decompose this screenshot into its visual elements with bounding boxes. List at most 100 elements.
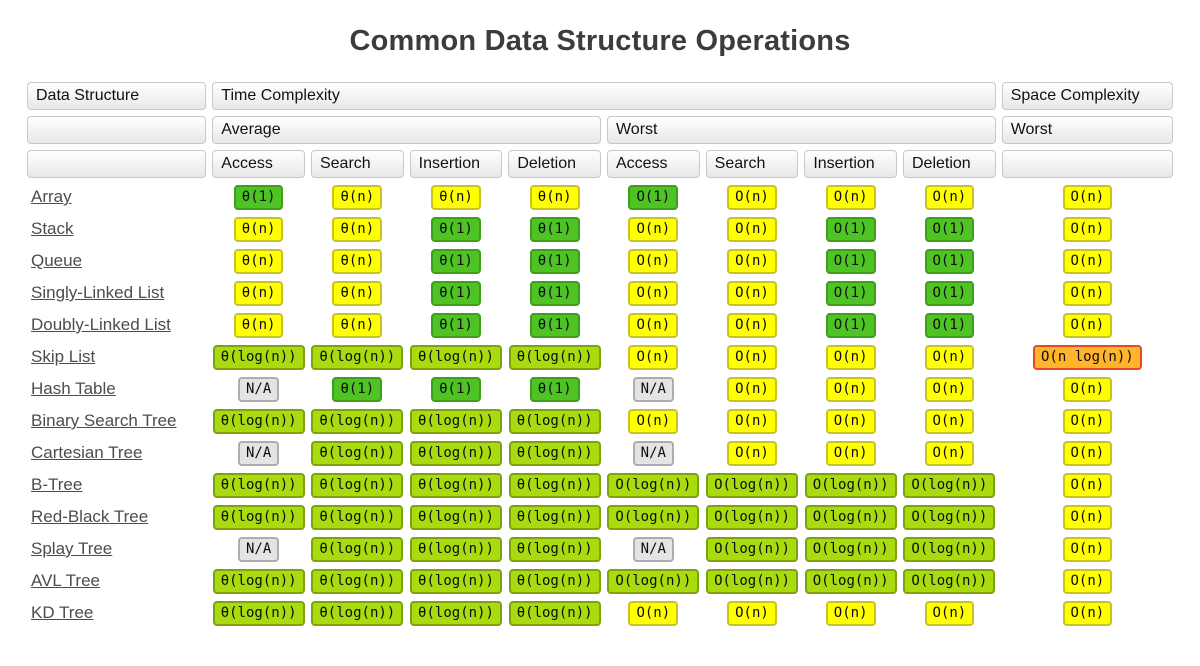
complexity-badge-yellowgreen: θ(log(n)) xyxy=(508,344,601,370)
row-label-link[interactable]: KD Tree xyxy=(31,603,94,622)
complexity-badge-yellow: O(n) xyxy=(1062,568,1113,594)
complexity-badge-yellow: θ(n) xyxy=(431,184,481,210)
complexity-badge-yellowgreen: O(log(n)) xyxy=(804,568,897,594)
complexity-cell: θ(n) xyxy=(212,216,305,242)
complexity-cell: O(1) xyxy=(903,280,996,306)
row-label-link[interactable]: Cartesian Tree xyxy=(31,443,143,462)
complexity-cell: O(1) xyxy=(903,312,996,338)
row-label-cell: Queue xyxy=(27,248,206,274)
complexity-cell: θ(n) xyxy=(508,184,601,210)
complexity-cell: O(log(n)) xyxy=(607,472,700,498)
complexity-cell: θ(log(n)) xyxy=(410,504,503,530)
row-label-cell: Array xyxy=(27,184,206,210)
header-row-case: Average Worst Worst xyxy=(27,116,1173,144)
row-label-link[interactable]: Stack xyxy=(31,219,74,238)
col-header-space-worst: Worst xyxy=(1001,116,1173,144)
complexity-cell: O(n) xyxy=(706,312,799,338)
complexity-badge-gray: N/A xyxy=(632,376,674,402)
complexity-cell: θ(log(n)) xyxy=(410,440,503,466)
complexity-badge-yellowgreen: O(log(n)) xyxy=(607,568,700,594)
complexity-badge-yellowgreen: θ(log(n)) xyxy=(311,536,404,562)
complexity-cell: O(log(n)) xyxy=(903,504,996,530)
complexity-badge-yellow: O(n) xyxy=(628,248,679,274)
complexity-badge-yellow: θ(n) xyxy=(233,312,284,338)
complexity-badge-yellow: θ(n) xyxy=(233,248,284,274)
row-label-link[interactable]: Hash Table xyxy=(31,379,116,398)
complexity-badge-yellow: θ(n) xyxy=(332,312,383,338)
complexity-badge-green: θ(1) xyxy=(529,376,580,402)
complexity-cell: O(n) xyxy=(706,440,799,466)
complexity-cell: θ(1) xyxy=(508,280,601,306)
complexity-cell: θ(log(n)) xyxy=(212,568,305,594)
complexity-badge-yellowgreen: θ(log(n)) xyxy=(410,536,502,562)
complexity-badge-yellowgreen: θ(log(n)) xyxy=(212,472,305,498)
complexity-cell: θ(log(n)) xyxy=(508,472,601,498)
complexity-badge-yellow: O(n) xyxy=(924,440,975,466)
complexity-cell: θ(n) xyxy=(212,248,305,274)
complexity-cell: O(n) xyxy=(1002,280,1173,306)
complexity-badge-yellow: O(n) xyxy=(727,440,777,466)
complexity-badge-yellow: θ(n) xyxy=(332,280,383,306)
row-label-cell: KD Tree xyxy=(27,600,206,626)
complexity-cell: O(log(n)) xyxy=(903,568,996,594)
row-label-link[interactable]: Doubly-Linked List xyxy=(31,315,171,334)
complexity-badge-yellowgreen: θ(log(n)) xyxy=(410,504,502,530)
complexity-badge-yellow: O(n) xyxy=(628,312,679,338)
row-label-link[interactable]: Array xyxy=(31,187,72,206)
complexity-cell: O(n) xyxy=(1002,440,1173,466)
complexity-cell: θ(1) xyxy=(410,312,503,338)
complexity-badge-yellow: O(n) xyxy=(727,280,777,306)
complexity-cell: θ(log(n)) xyxy=(508,344,601,370)
complexity-cell: O(n) xyxy=(903,408,996,434)
complexity-badge-yellowgreen: O(log(n)) xyxy=(804,472,897,498)
complexity-cell: O(n) xyxy=(903,440,996,466)
complexity-badge-yellow: O(n) xyxy=(825,600,876,626)
complexity-badge-yellow: O(n) xyxy=(727,248,777,274)
complexity-badge-green: O(1) xyxy=(825,216,876,242)
row-label-link[interactable]: Binary Search Tree xyxy=(31,411,177,430)
complexity-cell: O(n) xyxy=(804,408,897,434)
complexity-badge-yellow: O(n) xyxy=(628,344,679,370)
complexity-badge-green: θ(1) xyxy=(529,248,580,274)
col-header-avg-search: Search xyxy=(310,150,404,178)
complexity-cell: O(log(n)) xyxy=(804,568,897,594)
complexity-cell: N/A xyxy=(212,440,305,466)
complexity-cell: N/A xyxy=(212,536,305,562)
row-label-link[interactable]: Singly-Linked List xyxy=(31,283,165,302)
complexity-cell: O(n) xyxy=(607,312,700,338)
complexity-badge-yellowgreen: O(log(n)) xyxy=(903,504,996,530)
complexity-badge-green: O(1) xyxy=(825,248,876,274)
row-label-cell: Stack xyxy=(27,216,206,242)
row-label-link[interactable]: AVL Tree xyxy=(31,571,100,590)
table-row: Cartesian Tree N/A θ(log(n)) θ(log(n)) θ(log… xyxy=(27,440,1173,466)
complexity-cell: O(n) xyxy=(804,184,897,210)
complexity-badge-yellow: O(n) xyxy=(1062,440,1113,466)
complexity-badge-green: O(1) xyxy=(924,248,975,274)
complexity-badge-yellow: O(n) xyxy=(1062,216,1113,242)
row-label-link[interactable]: Red-Black Tree xyxy=(31,507,149,526)
row-label-link[interactable]: Skip List xyxy=(31,347,96,366)
row-label-cell: Red-Black Tree xyxy=(27,504,206,530)
complexity-badge-yellowgreen: θ(log(n)) xyxy=(508,472,601,498)
complexity-badge-yellowgreen: θ(log(n)) xyxy=(410,344,502,370)
complexity-badge-yellow: O(n) xyxy=(1062,472,1113,498)
complexity-badge-yellowgreen: O(log(n)) xyxy=(903,472,996,498)
header-empty-cell xyxy=(27,116,207,144)
row-label-link[interactable]: Splay Tree xyxy=(31,539,113,558)
complexity-cell: θ(log(n)) xyxy=(311,600,404,626)
row-label-link[interactable]: Queue xyxy=(31,251,83,270)
complexity-badge-yellow: O(n) xyxy=(825,344,876,370)
complexity-cell: θ(log(n)) xyxy=(508,568,601,594)
table-row: Singly-Linked List θ(n) θ(n) θ(1) θ(1) O(n) O(… xyxy=(27,280,1173,306)
col-header-space-complexity: Space Complexity xyxy=(1001,82,1173,110)
complexity-badge-green: θ(1) xyxy=(431,248,481,274)
row-label-link[interactable]: B-Tree xyxy=(31,475,83,494)
complexity-cell: O(n) xyxy=(706,344,799,370)
complexity-badge-yellow: O(n) xyxy=(1062,600,1113,626)
complexity-cell: O(n) xyxy=(607,216,700,242)
complexity-badge-green: θ(1) xyxy=(431,376,481,402)
complexity-cell: O(n) xyxy=(804,344,897,370)
complexity-badge-yellow: O(n) xyxy=(924,344,975,370)
complexity-cell: O(n) xyxy=(804,440,897,466)
col-header-average: Average xyxy=(212,116,601,144)
